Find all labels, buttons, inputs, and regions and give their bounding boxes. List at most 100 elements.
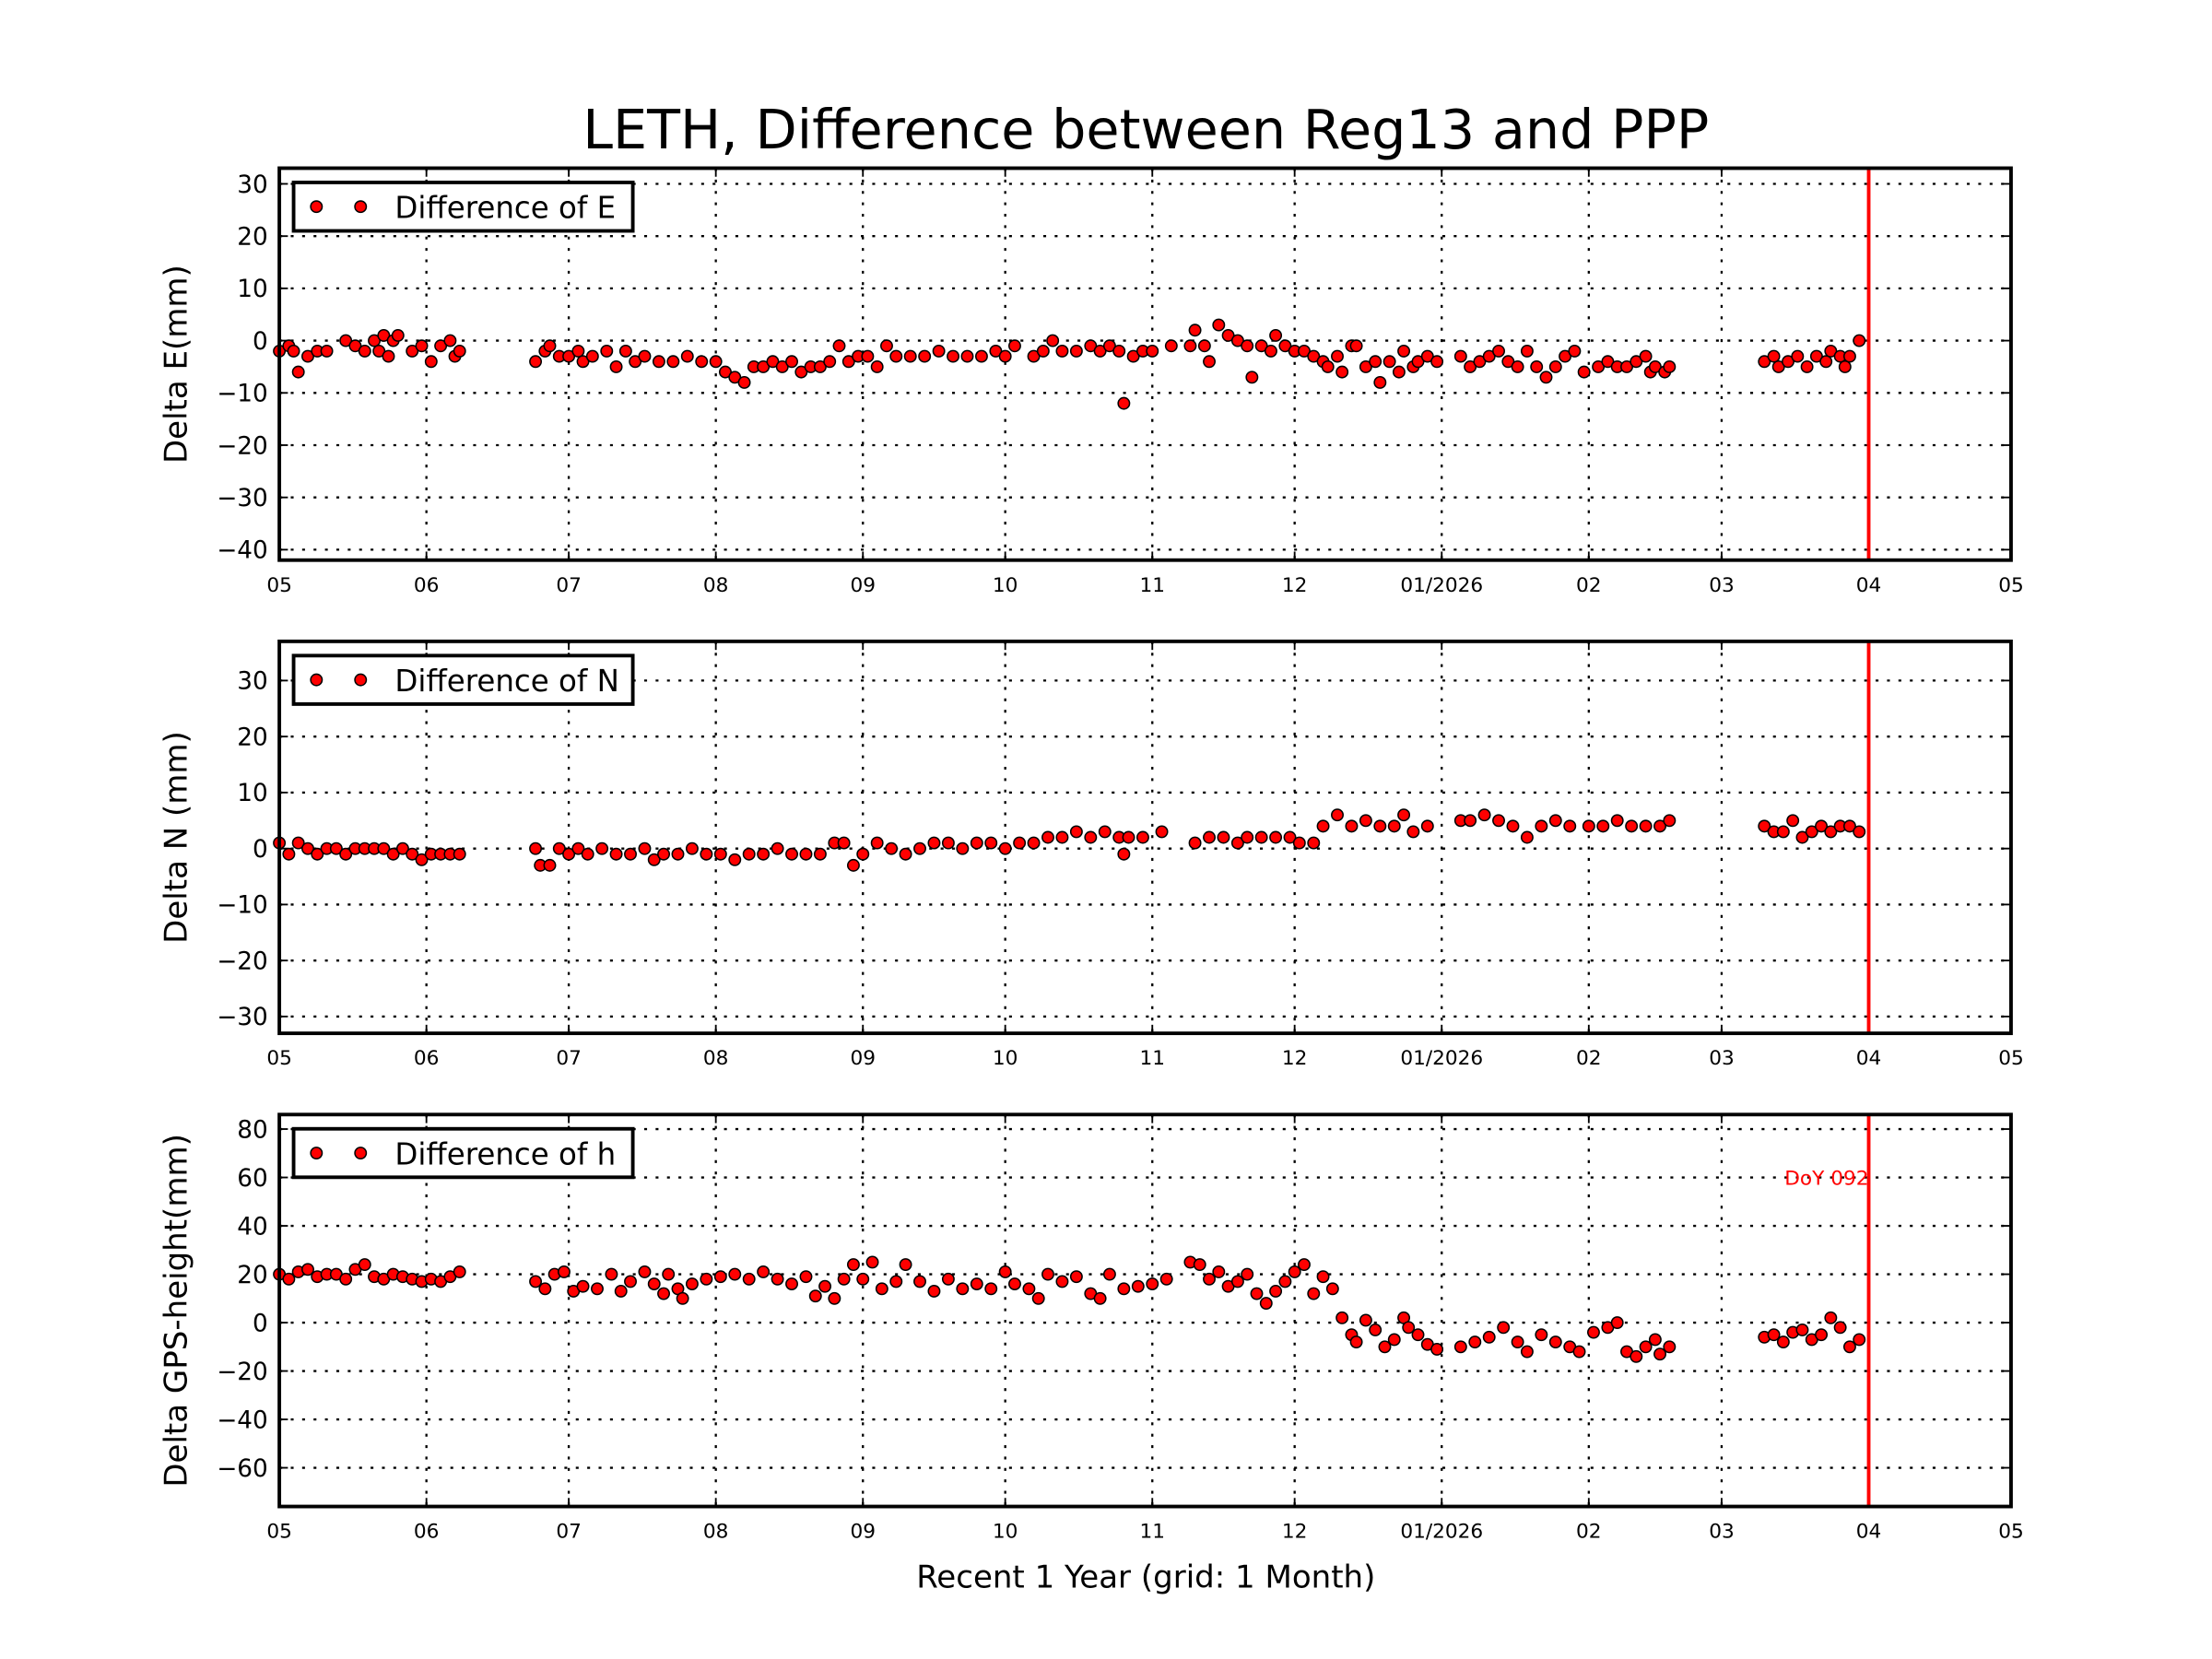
x-tick-label: 06 [414,1047,440,1070]
data-point [870,359,884,373]
data-point [1771,359,1785,373]
data-point [1117,396,1131,410]
data-point [647,853,661,866]
data-point [1359,1313,1372,1327]
data-point [1203,355,1216,369]
data-point [1321,359,1335,373]
data-point [728,853,742,866]
data-point [771,1272,784,1286]
data-point [576,355,590,369]
data-point [1411,1328,1425,1342]
data-point [808,1289,822,1303]
data-point [1349,1335,1363,1348]
data-point [406,344,419,358]
data-point [624,847,637,861]
data-point [1453,349,1467,363]
data-point [1819,355,1833,369]
data-point [1055,1275,1069,1288]
x-tick-label: 05 [1998,574,2024,597]
x-tick-label: 03 [1709,1521,1735,1544]
data-point [395,841,409,855]
y-tick-label: 10 [237,780,267,807]
data-point [984,836,998,850]
data-point [339,847,353,861]
x-tick-label: 05 [266,1047,292,1070]
data-point [453,344,466,358]
data-point [1069,1270,1083,1284]
data-point [571,344,585,358]
data-point [823,355,837,369]
data-point [609,359,623,373]
data-point [453,847,466,861]
data-point [1093,1291,1107,1305]
data-point [932,344,946,358]
data-point [1767,349,1781,363]
data-point [998,1265,1012,1278]
data-point [1663,814,1677,828]
data-point [1535,819,1548,833]
data-point [591,1282,604,1296]
data-point [837,836,851,850]
data-point [1782,355,1794,369]
data-point [1212,318,1226,332]
data-point [1548,814,1562,828]
data-point [785,355,798,369]
data-point [1307,1287,1321,1300]
data-point [282,847,296,861]
data-point [1373,375,1387,389]
y-axis-label: Delta GPS-height(mm) [159,1134,195,1488]
data-point [1506,819,1520,833]
data-point [1539,371,1553,384]
data-point [685,1277,699,1290]
x-tick-label: 12 [1282,1047,1308,1070]
data-point [415,339,429,353]
data-point [771,841,784,855]
data-point [1630,355,1643,369]
data-point [1795,1323,1809,1336]
data-point [1842,819,1856,833]
data-point [585,349,599,363]
data-point [1278,339,1292,353]
data-point [1155,825,1169,839]
data-point [1568,344,1582,358]
data-point [1203,830,1216,844]
data-point [1842,1340,1856,1354]
data-point [1069,825,1083,839]
data-point [1241,830,1254,844]
legend: Difference of E [291,181,635,233]
data-point [1188,836,1202,850]
data-point [1241,1267,1254,1281]
data-point [1809,349,1823,363]
data-point [1601,355,1615,369]
y-axis-label: Delta E(mm) [159,265,195,464]
data-point [282,1272,296,1286]
data-point [813,847,827,861]
data-point [1420,349,1434,363]
data-point [1535,1328,1548,1342]
data-point [889,1275,903,1288]
data-point [358,344,371,358]
data-point [1369,355,1382,369]
data-point [1387,819,1401,833]
data-point [757,1265,771,1278]
data-point [1387,1333,1401,1347]
data-point [1800,359,1814,373]
y-tick-label: −20 [217,432,267,460]
data-point [301,841,314,855]
data-point [1411,355,1425,369]
data-point [1620,359,1633,373]
data-point [1791,349,1805,363]
data-point [998,841,1012,855]
data-point [1325,1282,1339,1296]
data-point [1055,830,1069,844]
data-point [700,847,713,861]
legend-marker [354,673,368,687]
data-point [529,355,543,369]
x-tick-label: 10 [993,574,1018,597]
subplot-2: −30 −20 −10 0 10 20 30 05 06 07 08 09 10 11 12 01/2026 0… [159,639,2024,1070]
data-point [1596,819,1610,833]
data-point [794,365,808,379]
data-point [713,1270,727,1284]
data-point [1572,1345,1586,1359]
y-tick-label: −20 [217,1359,267,1386]
